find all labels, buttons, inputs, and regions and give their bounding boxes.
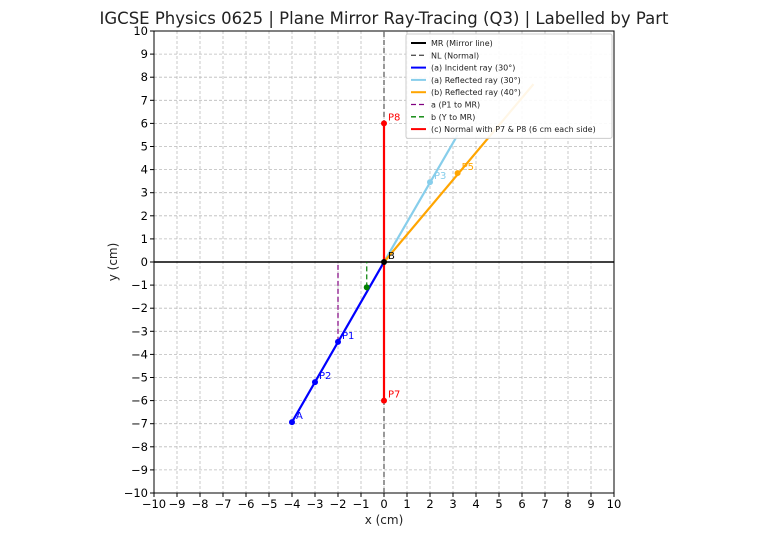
legend-box: [405, 33, 613, 139]
x-tick-label: 6: [518, 497, 525, 511]
y-tick-label: 8: [141, 70, 148, 84]
point-label: B: [388, 251, 395, 262]
y-tick-label: 9: [141, 47, 148, 61]
data-point: [381, 259, 387, 265]
legend-entry: b (Y to MR): [431, 113, 475, 122]
y-tick-label: −6: [131, 394, 148, 408]
y-tick-label: 0: [141, 255, 148, 269]
x-tick-label: −9: [169, 497, 186, 511]
y-axis-label: y (cm): [106, 243, 120, 282]
point-label: P8: [388, 112, 400, 123]
y-tick-label: 7: [141, 93, 148, 107]
y-tick-label: 5: [141, 140, 148, 154]
series-line: [383, 134, 459, 263]
data-point: [454, 170, 461, 177]
y-tick-label: 10: [133, 24, 148, 38]
x-tick-label: 0: [380, 497, 387, 511]
data-point: [312, 379, 318, 386]
legend-entry: MR (Mirror line): [431, 39, 493, 48]
x-tick-label: 7: [541, 497, 548, 511]
point-label: P7: [388, 390, 400, 401]
x-tick-label: −4: [284, 497, 301, 511]
legend-entry: (b) Reflected ray (40°): [431, 88, 521, 97]
data-point: [363, 284, 370, 291]
data-point: [427, 179, 433, 186]
data-point: [381, 397, 387, 404]
x-tick-label: 9: [587, 497, 594, 511]
x-tick-label: 3: [449, 497, 456, 511]
y-tick-label: −7: [131, 417, 148, 431]
point-label: A: [296, 411, 303, 422]
x-axis-label: x (cm): [365, 513, 404, 527]
point-label: P1: [342, 331, 354, 342]
y-tick-label: −2: [131, 301, 148, 315]
x-tick-label: 10: [607, 497, 622, 511]
y-tick-label: 2: [141, 209, 148, 223]
y-tick-label: −5: [131, 371, 148, 385]
point-label: P5: [462, 162, 474, 173]
x-tick-label: −1: [353, 497, 370, 511]
y-tick-label: −3: [131, 324, 148, 338]
data-point: [381, 120, 387, 127]
x-tick-label: 8: [564, 497, 571, 511]
x-tick-label: −2: [330, 497, 347, 511]
legend-entry: NL (Normal): [431, 51, 479, 60]
y-tick-label: −8: [131, 440, 148, 454]
y-tick-label: −4: [131, 347, 148, 361]
x-tick-label: 4: [472, 497, 479, 511]
x-tick-label: −6: [238, 497, 255, 511]
x-tick-label: −8: [192, 497, 209, 511]
legend-entry: (a) Reflected ray (30°): [431, 76, 521, 85]
x-tick-label: 5: [495, 497, 502, 511]
y-tick-label: 4: [141, 163, 148, 177]
point-label: P3: [434, 171, 446, 182]
legend: MR (Mirror line) NL (Normal) (a) Incident …: [405, 33, 613, 139]
x-tick-label: −10: [142, 497, 166, 511]
point-label: P2: [319, 371, 331, 382]
chart-title: IGCSE Physics 0625 | Plane Mirror Ray-Tr…: [100, 9, 669, 28]
x-tick-label: −7: [215, 497, 232, 511]
data-point: [335, 338, 341, 345]
y-tick-label: −10: [124, 486, 148, 500]
data-point: [289, 419, 295, 426]
legend-entry: a (P1 to MR): [431, 101, 480, 110]
y-tick-label: 1: [141, 232, 148, 246]
x-tick-label: −3: [307, 497, 324, 511]
legend-entry: (a) Incident ray (30°): [431, 64, 515, 73]
x-tick-label: 2: [426, 497, 433, 511]
y-tick-label: 3: [141, 186, 148, 200]
y-tick-label: 6: [141, 116, 148, 130]
axes: −10 −9 −8 −7 −6 −5 −4 −3 −2 −1 0 1 2 3 4 5 6 7 8 9 10−10−9−8…: [124, 24, 622, 511]
legend-entry: (c) Normal with P7 & P8 (6 cm each side): [431, 125, 596, 134]
x-tick-label: 1: [403, 497, 410, 511]
y-tick-label: −1: [131, 278, 148, 292]
y-tick-label: −9: [131, 463, 148, 477]
x-tick-label: −5: [261, 497, 278, 511]
points-layer: A P2 P1 B P3 P5 P7 P8: [289, 112, 474, 426]
